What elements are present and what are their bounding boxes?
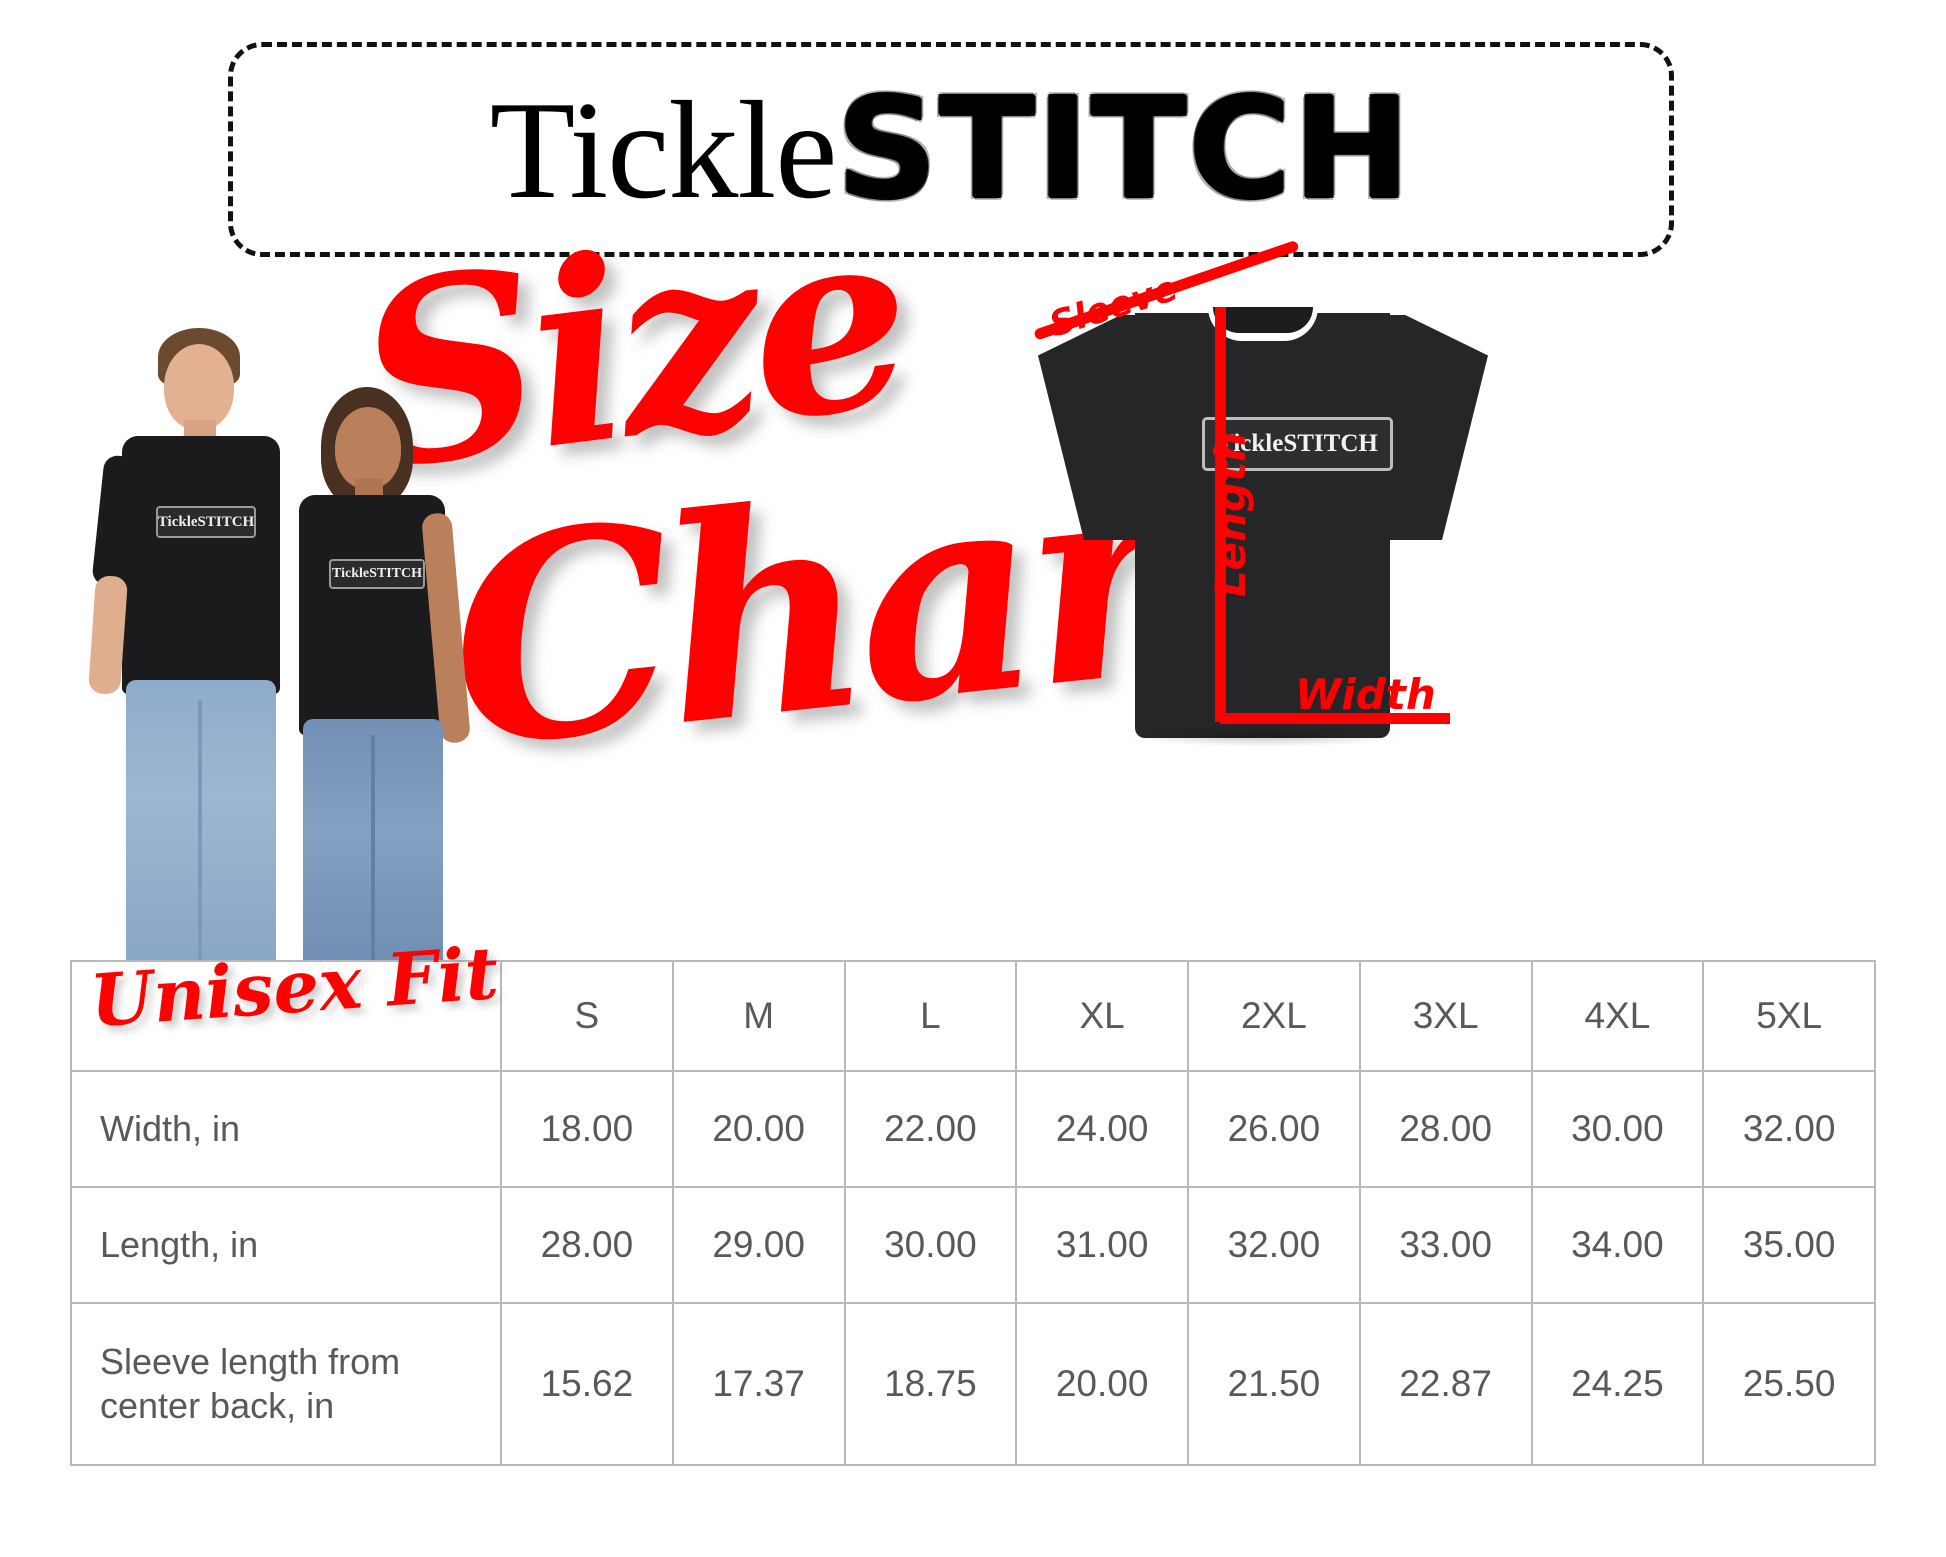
length-5xl: 35.00 xyxy=(1702,1186,1876,1304)
sleeve-2xl: 21.50 xyxy=(1187,1302,1361,1466)
width-5xl: 32.00 xyxy=(1702,1070,1876,1188)
width-m: 20.00 xyxy=(671,1070,846,1188)
brand-logo-text: TickleSTITCH xyxy=(490,79,1413,221)
model-left: TickleSTITCH xyxy=(80,328,310,968)
model-left-shirt-tag: TickleSTITCH xyxy=(156,506,256,538)
row-label-sleeve: Sleeve length from center back, in xyxy=(70,1302,502,1466)
model-left-shirt-tag-text: TickleSTITCH xyxy=(157,513,255,530)
tshirt-brand-tag-text: TickleSTITCH xyxy=(1217,430,1378,457)
tshirt-shadow xyxy=(1125,725,1405,747)
tshirt-diagram: TickleSTITCH Sleeve Length Width xyxy=(1030,239,1500,750)
width-s: 18.00 xyxy=(500,1070,674,1188)
size-header-5xl: 5XL xyxy=(1702,960,1876,1072)
row-label-length: Length, in xyxy=(70,1186,502,1304)
model-right-jeans-seam xyxy=(371,735,375,965)
length-4xl: 34.00 xyxy=(1530,1186,1705,1304)
row-label-width: Width, in xyxy=(70,1070,502,1188)
model-right-shirt-tag: TickleSTITCH xyxy=(329,559,425,589)
width-l: 22.00 xyxy=(843,1070,1018,1188)
model-right-shirt-tag-text: TickleSTITCH xyxy=(332,566,422,581)
sleeve-s: 15.62 xyxy=(500,1302,674,1466)
length-label: Length xyxy=(1206,431,1256,598)
size-header-s: S xyxy=(500,960,674,1072)
width-label: Width xyxy=(1295,670,1436,719)
model-right: TickleSTITCH xyxy=(255,383,480,968)
size-header-4xl: 4XL xyxy=(1530,960,1705,1072)
size-table: Unisex Fit S M L XL 2XL 3XL 4XL 5XL Widt… xyxy=(70,930,1876,1466)
length-3xl: 33.00 xyxy=(1358,1186,1533,1304)
length-measure-line xyxy=(1215,307,1226,722)
size-header-l: L xyxy=(843,960,1018,1072)
length-2xl: 32.00 xyxy=(1187,1186,1361,1304)
model-right-tshirt xyxy=(299,495,445,735)
width-measure-line xyxy=(1220,713,1450,724)
length-m: 29.00 xyxy=(671,1186,846,1304)
sleeve-m: 17.37 xyxy=(671,1302,846,1466)
table-row-length: Length, in 28.00 29.00 30.00 31.00 32.00… xyxy=(70,1186,1876,1304)
width-4xl: 30.00 xyxy=(1530,1070,1705,1188)
length-l: 30.00 xyxy=(843,1186,1018,1304)
width-3xl: 28.00 xyxy=(1358,1070,1533,1188)
model-right-head xyxy=(335,407,401,489)
models-photo: TickleSTITCH TickleSTITCH xyxy=(70,278,490,968)
table-header-row: Unisex Fit S M L XL 2XL 3XL 4XL 5XL xyxy=(70,930,1876,1072)
sleeve-l: 18.75 xyxy=(843,1302,1018,1466)
width-xl: 24.00 xyxy=(1015,1070,1189,1188)
size-header-xl: XL xyxy=(1015,960,1189,1072)
model-left-head xyxy=(164,344,234,430)
length-xl: 31.00 xyxy=(1015,1186,1189,1304)
length-s: 28.00 xyxy=(500,1186,674,1304)
table-row-width: Width, in 18.00 20.00 22.00 24.00 26.00 … xyxy=(70,1070,1876,1188)
tshirt-body xyxy=(1135,313,1390,738)
size-header-2xl: 2XL xyxy=(1187,960,1361,1072)
tshirt-collar xyxy=(1213,307,1313,333)
size-header-m: M xyxy=(671,960,846,1072)
brand-logo-primary: Tickle xyxy=(489,72,838,228)
sleeve-xl: 20.00 xyxy=(1015,1302,1189,1466)
size-table-container: Unisex Fit S M L XL 2XL 3XL 4XL 5XL Widt… xyxy=(70,930,1876,1466)
width-2xl: 26.00 xyxy=(1187,1070,1361,1188)
model-left-tshirt xyxy=(122,436,280,694)
sleeve-3xl: 22.87 xyxy=(1358,1302,1533,1466)
size-header-3xl: 3XL xyxy=(1358,960,1533,1072)
sleeve-5xl: 25.50 xyxy=(1702,1302,1876,1466)
table-row-sleeve: Sleeve length from center back, in 15.62… xyxy=(70,1302,1876,1466)
fit-label-cell: Unisex Fit xyxy=(70,930,502,1072)
brand-logo-secondary: STITCH xyxy=(836,67,1413,231)
model-left-jeans-seam xyxy=(198,700,202,966)
brand-logo-box: TickleSTITCH xyxy=(228,42,1674,257)
sleeve-4xl: 24.25 xyxy=(1530,1302,1705,1466)
tshirt-brand-tag: TickleSTITCH xyxy=(1202,417,1393,471)
